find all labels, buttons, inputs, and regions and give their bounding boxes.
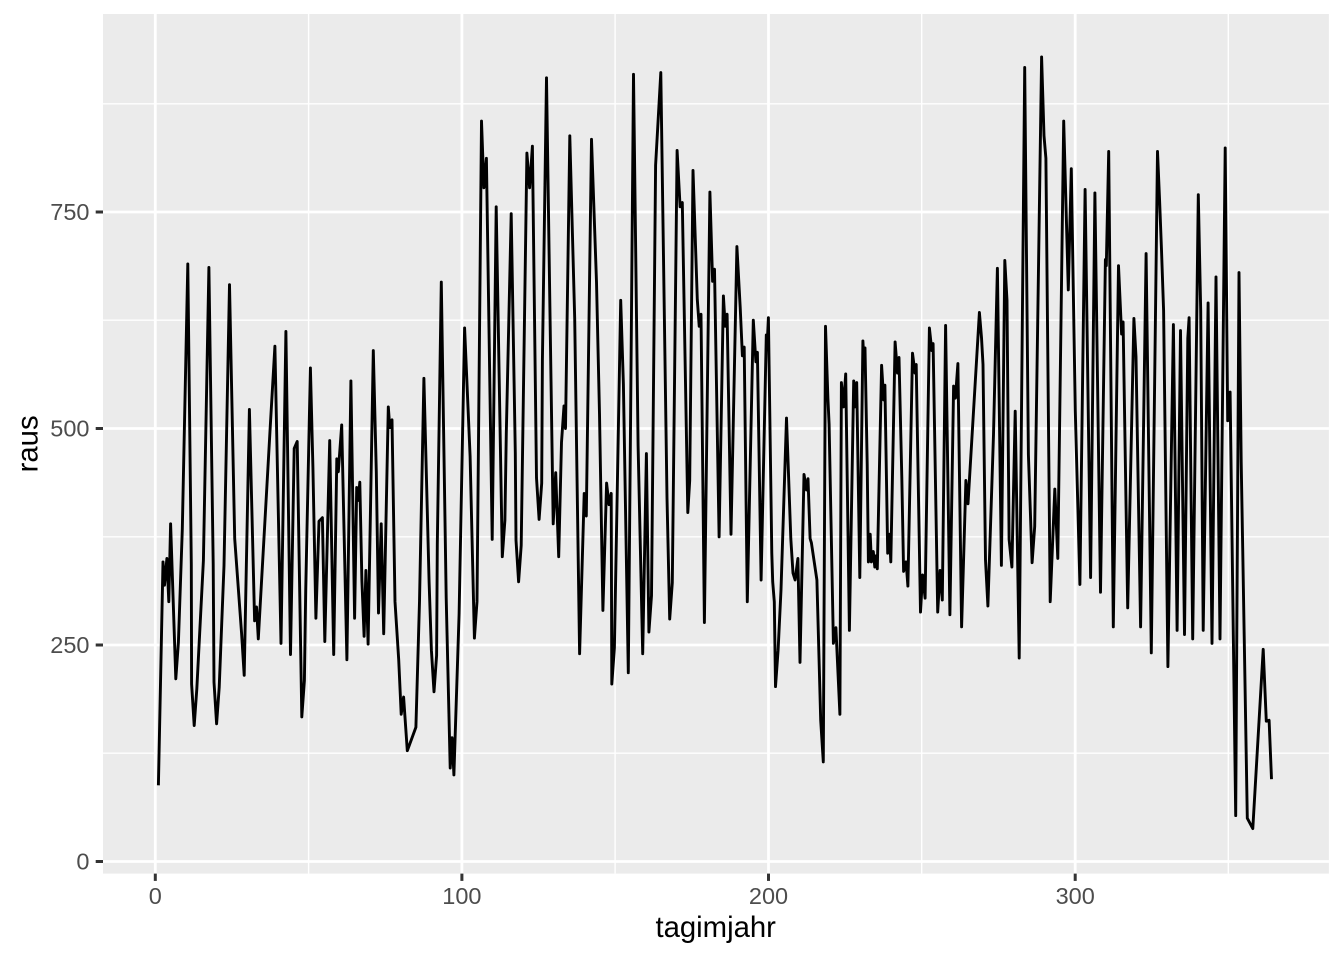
svg-text:tagimjahr: tagimjahr	[655, 911, 776, 944]
svg-text:300: 300	[1056, 883, 1095, 909]
svg-text:0: 0	[76, 849, 89, 875]
svg-text:raus: raus	[12, 415, 45, 472]
svg-text:500: 500	[50, 416, 89, 442]
svg-text:0: 0	[149, 883, 162, 909]
svg-text:100: 100	[442, 883, 481, 909]
svg-text:200: 200	[749, 883, 788, 909]
svg-text:750: 750	[50, 199, 89, 225]
svg-text:250: 250	[50, 632, 89, 658]
